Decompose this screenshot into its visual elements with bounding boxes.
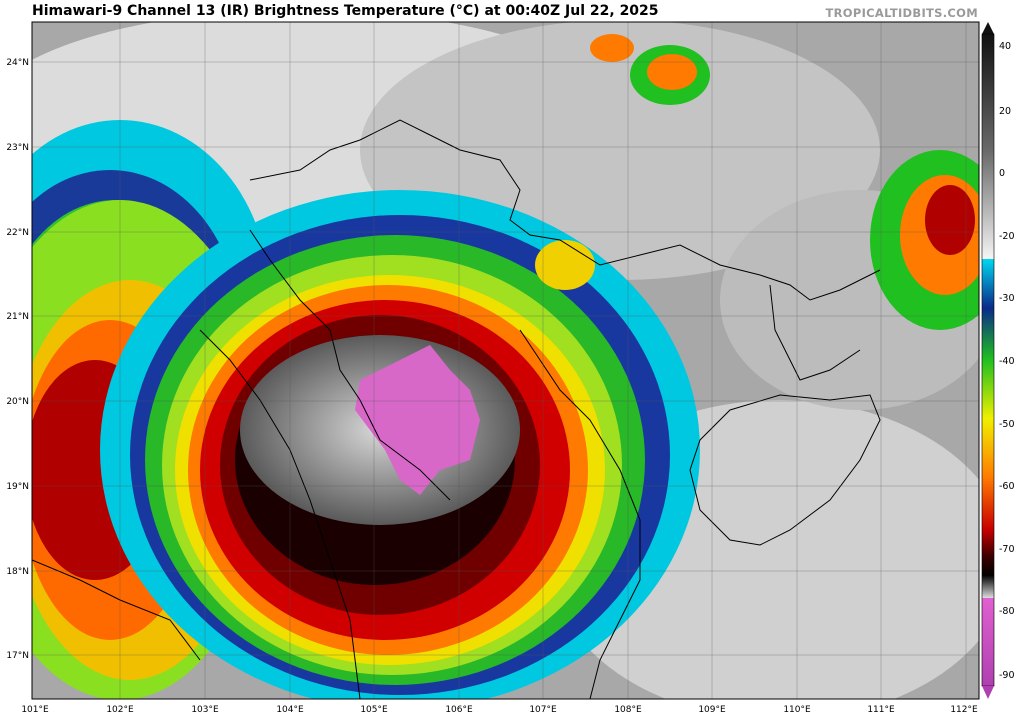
lon-label: 104°E <box>276 705 304 715</box>
map-frame <box>31 21 980 700</box>
colorbar-scale <box>981 33 995 687</box>
lon-label: 111°E <box>867 705 895 715</box>
lon-label: 112°E <box>950 705 978 715</box>
coastlines <box>32 119 881 699</box>
lat-label: 20°N <box>6 397 29 407</box>
longitude-axis: 101°E 102°E 103°E 104°E 105°E 106°E 107°… <box>21 705 978 715</box>
latitude-axis: 24°N 23°N 22°N 21°N 20°N 19°N 18°N 17°N <box>6 58 29 661</box>
lat-label: 18°N <box>6 567 29 577</box>
lon-label: 106°E <box>445 705 473 715</box>
colorbar-label: 20 <box>999 106 1011 117</box>
colorbar-label: -30 <box>999 293 1015 304</box>
lon-label: 107°E <box>529 705 557 715</box>
lon-label: 101°E <box>21 705 49 715</box>
lat-label: 19°N <box>6 482 29 492</box>
ir-imagery <box>32 22 979 699</box>
lon-label: 105°E <box>360 705 388 715</box>
lon-label: 110°E <box>783 705 811 715</box>
lon-label: 102°E <box>106 705 134 715</box>
lat-label: 21°N <box>6 312 29 322</box>
colorbar-label: 0 <box>999 168 1005 179</box>
colorbar: 40 20 0 -20 -30 -40 -50 -60 -70 -80 -90 <box>981 22 1015 699</box>
colorbar-top-arrow <box>982 22 994 34</box>
lat-label: 22°N <box>6 228 29 238</box>
lat-label: 23°N <box>6 143 29 153</box>
colorbar-label: -80 <box>999 606 1015 617</box>
lat-label: 17°N <box>6 651 29 661</box>
colorbar-label: -70 <box>999 544 1015 555</box>
lon-label: 103°E <box>191 705 219 715</box>
colorbar-label: -20 <box>999 231 1015 242</box>
credit-watermark: TROPICALTIDBITS.COM <box>825 6 978 20</box>
graticule <box>32 22 979 699</box>
lat-label: 24°N <box>6 58 29 68</box>
colorbar-label: -60 <box>999 481 1015 492</box>
colorbar-label: -90 <box>999 670 1015 681</box>
lon-label: 108°E <box>614 705 642 715</box>
colorbar-label: 40 <box>999 41 1011 52</box>
colorbar-label: -50 <box>999 419 1015 430</box>
map-title: Himawari-9 Channel 13 (IR) Brightness Te… <box>32 3 659 19</box>
colorbar-bottom-arrow <box>982 686 994 699</box>
colorbar-label: -40 <box>999 356 1015 367</box>
lon-label: 109°E <box>698 705 726 715</box>
